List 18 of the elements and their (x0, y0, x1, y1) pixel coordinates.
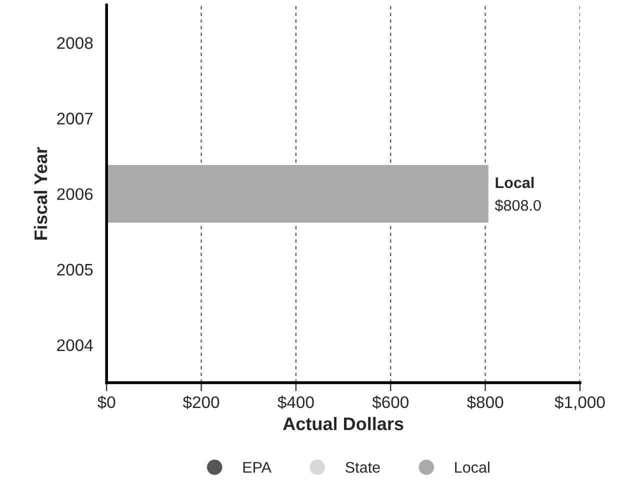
x-tick-label: $600 (372, 396, 409, 410)
legend-label: EPA (243, 462, 272, 473)
x-tick-label: $0 (98, 396, 116, 410)
legend-label: State (346, 462, 380, 473)
x-tick-label: $1,000 (554, 396, 605, 410)
x-tick-label: $200 (182, 396, 220, 410)
data-label: $808.0 (494, 199, 541, 212)
y-tick-label: 2007 (57, 112, 93, 124)
text: Local (496, 176, 534, 188)
y-tick-label: 2008 (57, 37, 93, 49)
y-axis-title: Fiscal Year (34, 147, 48, 240)
x-tick-label: $400 (278, 396, 314, 410)
legend-label: Local (455, 462, 490, 473)
y-tick-label: 2005 (57, 264, 93, 276)
y-tick-label: 2006 (57, 188, 93, 200)
x-axis-title: Actual Dollars (283, 416, 404, 430)
y-tick-label: 2004 (57, 339, 93, 352)
x-tick-label: $800 (466, 396, 504, 410)
